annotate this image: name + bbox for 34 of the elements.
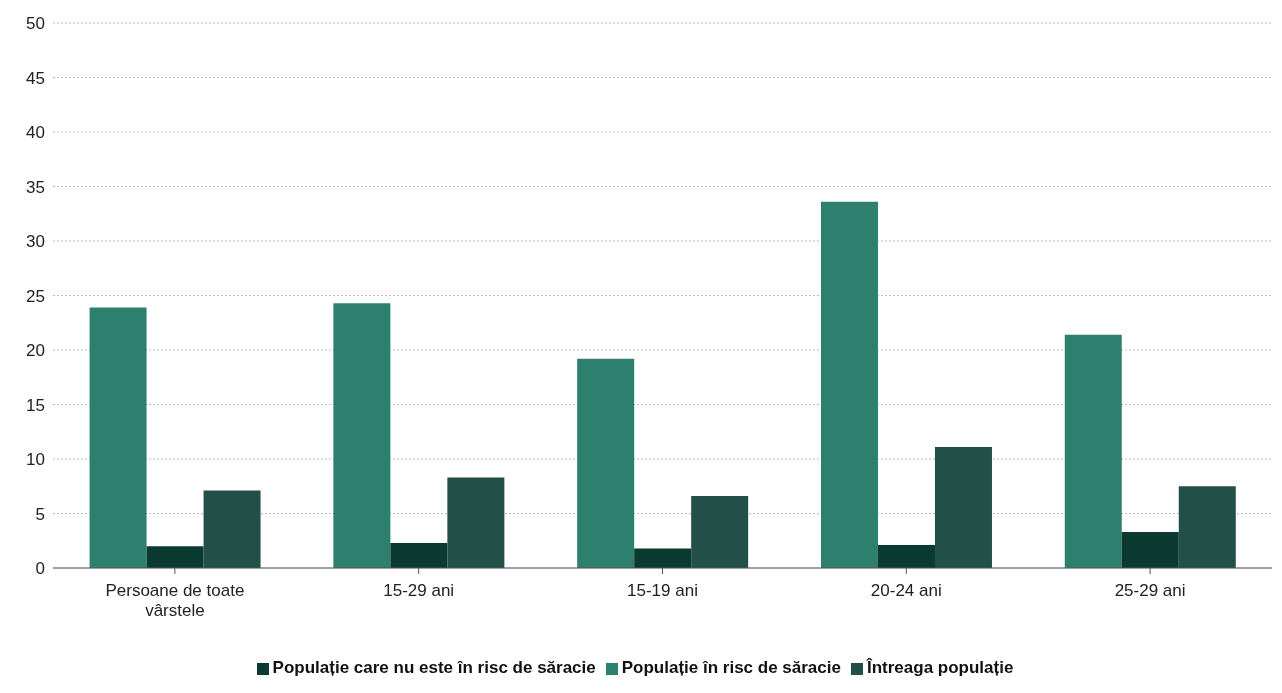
bar (877, 545, 935, 568)
bar (1064, 334, 1122, 568)
bar (1178, 486, 1236, 568)
x-tick-label: 15-19 ani (627, 581, 698, 600)
bar (89, 307, 147, 568)
x-tick-label: 20-24 ani (870, 581, 942, 600)
y-tick-label: 20 (26, 341, 45, 361)
bar (333, 303, 391, 568)
legend-label: Populație în risc de săracie (621, 658, 841, 677)
y-tick-label: 45 (26, 68, 45, 88)
bar (934, 447, 992, 568)
legend-label: Întreaga populație (866, 658, 1014, 677)
y-tick-label: 5 (35, 504, 45, 524)
bar (691, 496, 749, 568)
y-tick-label: 15 (26, 395, 45, 415)
x-tick-label: 25-29 ani (1114, 581, 1186, 600)
bar (447, 477, 505, 568)
bar (390, 542, 448, 568)
y-tick-label: 10 (26, 450, 45, 470)
bar (146, 546, 204, 568)
y-tick-label: 50 (26, 14, 45, 34)
bar (820, 201, 878, 568)
legend-label: Populație care nu este în risc de săracie (272, 658, 596, 677)
bar (634, 548, 692, 568)
y-tick-label: 30 (26, 232, 45, 252)
y-tick-label: 35 (26, 177, 45, 197)
bar (203, 490, 261, 568)
y-tick-label: 0 (35, 559, 45, 579)
y-tick-label: 40 (26, 123, 45, 143)
y-tick-label: 25 (26, 286, 45, 306)
x-tick-label: 15-29 ani (383, 581, 455, 600)
bar (1121, 532, 1179, 568)
bar (577, 358, 635, 568)
x-tick-label: Persoane de toate vârstele (105, 581, 245, 620)
